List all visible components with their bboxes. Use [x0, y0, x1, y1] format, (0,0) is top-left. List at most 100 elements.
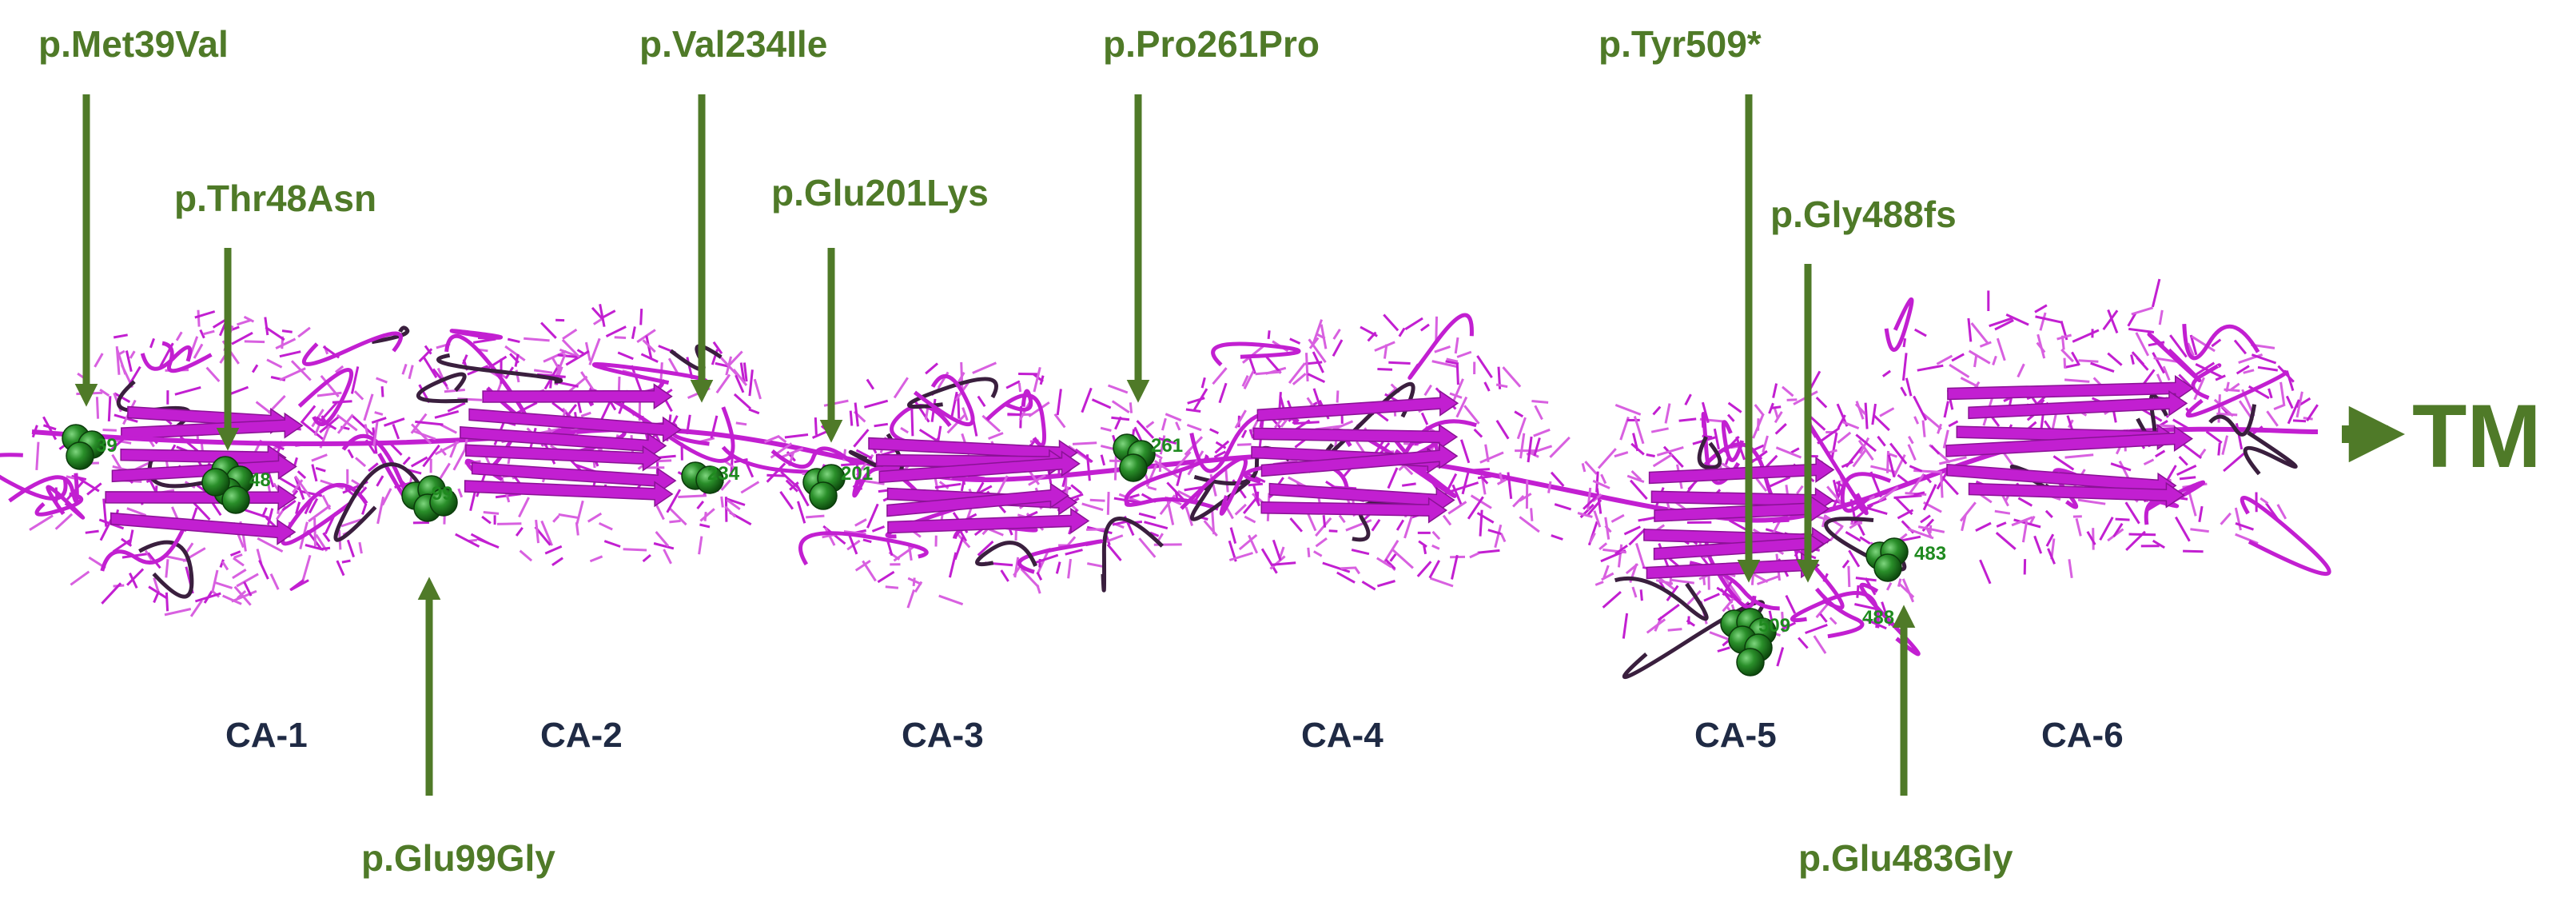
- side-chain-stick: [1238, 533, 1258, 551]
- side-chain-stick: [655, 504, 665, 521]
- side-chain-stick: [261, 507, 268, 518]
- side-chain-stick: [907, 544, 913, 561]
- side-chain-stick: [2078, 359, 2099, 363]
- side-chain-stick: [854, 518, 867, 527]
- side-chain-stick: [1070, 484, 1083, 495]
- side-chain-stick: [814, 417, 818, 435]
- side-chain-stick: [258, 559, 269, 580]
- side-chain-stick: [1367, 331, 1377, 342]
- side-chain-stick: [1305, 353, 1309, 381]
- side-chain-stick: [1897, 473, 1909, 484]
- side-chain-stick: [2112, 522, 2124, 537]
- side-chain-stick: [1454, 337, 1459, 354]
- backbone-coil: [1614, 576, 1709, 621]
- side-chain-stick: [1033, 366, 1041, 393]
- side-chain-stick: [444, 389, 465, 393]
- domain-structure-ca6: [1840, 278, 2331, 585]
- side-chain-stick: [1228, 552, 1253, 561]
- side-chain-stick: [962, 407, 969, 421]
- side-chain-stick: [374, 411, 384, 416]
- side-chain-stick: [2143, 458, 2155, 466]
- side-chain-stick: [1431, 530, 1441, 541]
- beta-strand-ribbon: [878, 450, 1081, 484]
- side-chain-stick: [1007, 413, 1022, 417]
- side-chain-stick: [1218, 382, 1228, 404]
- mutation-label-g483: p.Glu483Gly: [1798, 837, 2013, 879]
- side-chain-stick: [401, 363, 408, 375]
- backbone-coil: [1859, 582, 1921, 657]
- backbone-coil: [1101, 517, 1164, 593]
- side-chain-stick: [1967, 317, 1973, 342]
- side-chain-stick: [1907, 444, 1917, 461]
- side-chain-stick: [101, 582, 122, 605]
- side-chain-stick: [126, 568, 145, 586]
- side-chain-stick: [1451, 554, 1459, 580]
- side-chain-stick: [1144, 521, 1169, 530]
- side-chain-stick: [320, 374, 340, 398]
- side-chain-stick: [1293, 421, 1320, 425]
- side-chain-stick: [977, 540, 994, 557]
- sphere-g483: [1865, 537, 1909, 582]
- side-chain-stick: [2287, 399, 2300, 425]
- side-chain-stick: [1447, 501, 1467, 515]
- side-chain-stick: [1662, 445, 1684, 469]
- side-chain-stick: [1483, 381, 1491, 392]
- side-chain-stick: [380, 385, 384, 397]
- side-chain-stick: [1100, 426, 1112, 432]
- beta-strand-ribbon: [1256, 389, 1459, 422]
- side-chain-stick: [2183, 443, 2203, 459]
- side-chain-stick: [1272, 539, 1282, 561]
- backbone-coil: [297, 368, 354, 426]
- side-chain-stick: [699, 508, 715, 522]
- side-chain-stick: [1652, 405, 1662, 416]
- side-chain-stick: [2063, 357, 2067, 369]
- side-chain-stick: [129, 350, 136, 359]
- side-chain-stick: [1595, 581, 1604, 586]
- beta-strand-ribbon: [471, 461, 677, 494]
- residue-num-t48: 48: [249, 469, 271, 491]
- side-chain-stick: [1315, 537, 1328, 548]
- side-chain-stick: [1315, 517, 1332, 537]
- backbone-coil: [371, 325, 410, 345]
- side-chain-stick: [1107, 384, 1129, 394]
- side-chain-stick: [1203, 520, 1218, 537]
- side-chain-stick: [85, 529, 99, 534]
- side-chain-stick: [1913, 416, 1920, 425]
- side-chain-stick: [726, 498, 741, 511]
- side-chain-stick: [165, 559, 169, 578]
- side-chain-stick: [1383, 313, 1399, 332]
- side-chain-stick: [1650, 427, 1669, 433]
- side-chain-stick: [355, 457, 367, 468]
- side-chain-stick: [2285, 395, 2294, 409]
- side-chain-stick: [796, 501, 806, 524]
- side-chain-stick: [126, 507, 147, 517]
- side-chain-stick: [739, 362, 746, 384]
- side-chain-stick: [1147, 485, 1157, 491]
- side-chain-stick: [1550, 471, 1565, 487]
- side-chain-stick: [2068, 559, 2073, 579]
- mutation-label-m39: p.Met39Val: [38, 23, 229, 65]
- side-chain-stick: [1074, 448, 1093, 463]
- side-chain-stick: [1959, 501, 1977, 522]
- side-chain-stick: [2127, 312, 2137, 327]
- side-chain-stick: [1470, 494, 1492, 509]
- side-chain-stick: [1842, 421, 1860, 429]
- side-chain-stick: [2211, 338, 2222, 348]
- beta-strand-ribbon: [1968, 481, 2185, 509]
- side-chain-stick: [575, 522, 579, 536]
- side-chain-stick: [2266, 410, 2279, 427]
- side-chain-stick: [1165, 413, 1182, 422]
- backbone-coil: [333, 462, 420, 542]
- side-chain-stick: [533, 369, 553, 374]
- backbone-coil: [890, 404, 952, 445]
- side-chain-stick: [1841, 460, 1853, 469]
- side-chain-stick: [589, 555, 603, 563]
- backbone-coil: [449, 329, 503, 341]
- residue-num-p261: 261: [1151, 435, 1183, 457]
- side-chain-stick: [1547, 481, 1552, 493]
- side-chain-stick: [264, 317, 269, 336]
- side-chain-stick: [669, 508, 687, 526]
- side-chain-stick: [1269, 555, 1286, 570]
- side-chain-stick: [199, 329, 205, 339]
